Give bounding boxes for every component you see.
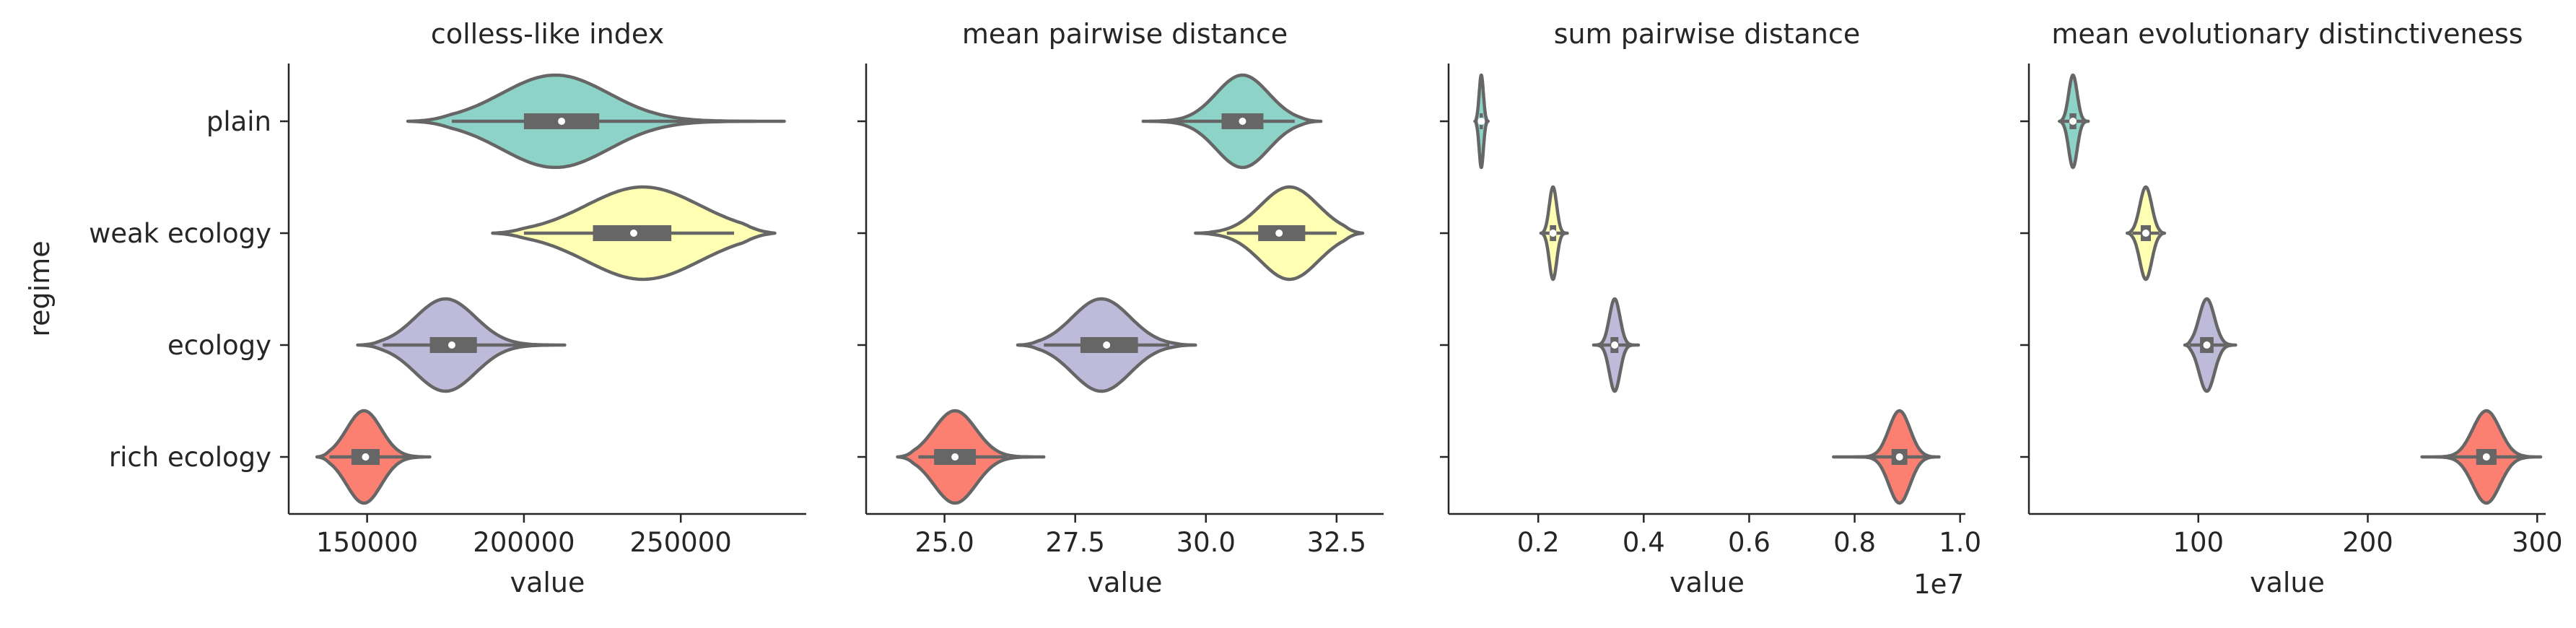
y-tick-label: ecology bbox=[167, 330, 271, 361]
y-tick-label: weak ecology bbox=[89, 218, 271, 249]
x-axis-label: value bbox=[2250, 567, 2325, 598]
x-tick-label: 0.6 bbox=[1728, 527, 1771, 558]
panel-title: mean pairwise distance bbox=[962, 18, 1288, 50]
panel-title: mean evolutionary distinctiveness bbox=[2051, 18, 2523, 50]
x-tick-label: 0.4 bbox=[1623, 527, 1665, 558]
violin-median-point bbox=[630, 230, 637, 237]
axis-offset-text: 1e7 bbox=[1913, 569, 1964, 600]
violin-median-point bbox=[1239, 118, 1246, 125]
y-axis-label: regime bbox=[24, 240, 56, 336]
y-tick-label: rich ecology bbox=[109, 442, 271, 473]
x-tick-label: 200 bbox=[2342, 527, 2393, 558]
panel-4: mean evolutionary distinctiveness 100 200 3… bbox=[2020, 18, 2563, 598]
x-tick-label: 32.5 bbox=[1307, 527, 1366, 558]
violin-median-point bbox=[2141, 230, 2149, 237]
x-axis-label: value bbox=[510, 567, 585, 598]
x-tick-label: 150000 bbox=[316, 527, 418, 558]
panel-2: mean pairwise distance 25.0 27.5 30.0 32.5 va… bbox=[857, 18, 1384, 598]
violin-median-point bbox=[447, 341, 455, 349]
x-tick-label: 25.0 bbox=[914, 527, 974, 558]
panel-title: colless-like index bbox=[431, 18, 664, 50]
violin-median-point bbox=[2203, 341, 2211, 349]
x-tick-label: 300 bbox=[2512, 527, 2563, 558]
violin-median-point bbox=[1895, 453, 1903, 461]
violin-median-point bbox=[558, 118, 566, 125]
panel-1: colless-like index plain weak ecology ecolo… bbox=[89, 18, 806, 598]
violin-median-point bbox=[1477, 118, 1485, 125]
x-axis-label: value bbox=[1088, 567, 1163, 598]
x-axis-label: value bbox=[1669, 567, 1745, 598]
x-tick-label: 200000 bbox=[473, 527, 575, 558]
violin-median-point bbox=[2069, 118, 2077, 125]
violin-median-point bbox=[951, 453, 959, 461]
x-tick-label: 100 bbox=[2173, 527, 2224, 558]
violin-median-point bbox=[1275, 230, 1283, 237]
x-tick-label: 0.8 bbox=[1833, 527, 1876, 558]
violin-median-point bbox=[2482, 453, 2490, 461]
panel-title: sum pairwise distance bbox=[1554, 18, 1860, 50]
y-tick-label: plain bbox=[206, 106, 271, 137]
violin-median-point bbox=[1611, 341, 1619, 349]
x-tick-label: 1.0 bbox=[1939, 527, 1981, 558]
violin-median-point bbox=[362, 453, 370, 461]
panel-3: sum pairwise distance 0.2 0.4 0.6 0.8 1.0 valu… bbox=[1440, 18, 1981, 600]
x-tick-label: 27.5 bbox=[1046, 527, 1105, 558]
x-tick-label: 0.2 bbox=[1517, 527, 1560, 558]
violin-median-point bbox=[1549, 230, 1557, 237]
violin-median-point bbox=[1103, 341, 1111, 349]
x-tick-label: 250000 bbox=[630, 527, 732, 558]
x-tick-label: 30.0 bbox=[1176, 527, 1236, 558]
